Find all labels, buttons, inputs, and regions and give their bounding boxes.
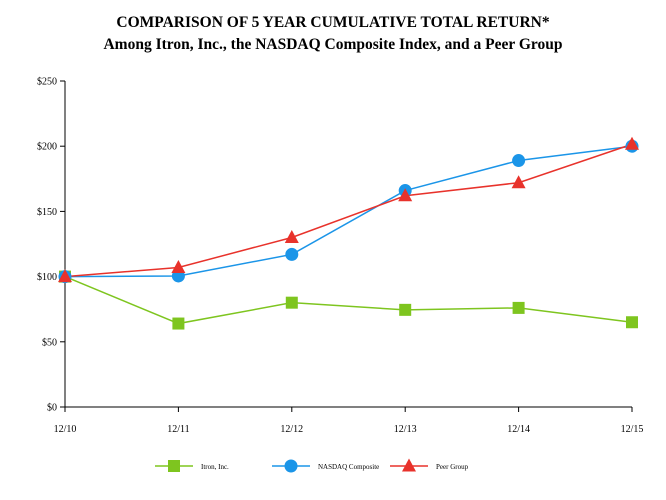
series-line-circle: [64, 145, 633, 278]
legend-triangle-marker: [402, 458, 416, 472]
y-tick-label: $100: [37, 272, 57, 283]
data-point-circle-marker: [285, 247, 299, 261]
series-markers: [58, 136, 639, 330]
y-tick-label: $250: [37, 77, 57, 88]
data-point-circle-marker: [512, 154, 526, 168]
legend-label: Itron, Inc.: [201, 463, 229, 471]
data-point-square-marker: [512, 301, 525, 314]
y-tick-label: $50: [42, 337, 57, 348]
legend-square-marker: [168, 460, 180, 472]
legend-item: Peer Group: [390, 458, 469, 472]
y-tick-label: $150: [37, 207, 57, 218]
y-tick-label: $0: [47, 403, 57, 414]
x-tick-label: 12/12: [280, 424, 303, 435]
data-point-triangle-marker: [171, 259, 186, 273]
data-point-triangle-marker: [398, 188, 413, 202]
series-line-triangle: [64, 143, 633, 278]
legend-circle-marker: [284, 459, 298, 473]
data-point-triangle-marker: [58, 269, 72, 283]
x-tick-label: 12/15: [621, 424, 644, 435]
legend-label: NASDAQ Composite: [318, 463, 379, 471]
x-tick-label: 12/14: [507, 424, 530, 435]
legend: Itron, Inc. NASDAQ Composite Peer Group: [155, 458, 469, 473]
chart-subtitle: Among Itron, Inc., the NASDAQ Composite …: [103, 36, 563, 53]
data-point-square-marker: [399, 303, 412, 316]
x-tick-label: 12/11: [167, 424, 189, 435]
x-tick-label: 12/13: [394, 424, 417, 435]
axes: $0 $50 $100 $150 $200 $250 12/10 12/11 12/12 12/1…: [37, 77, 643, 436]
series-line-square: [64, 275, 633, 325]
data-point-square-marker: [626, 316, 638, 329]
legend-item: Itron, Inc.: [155, 460, 229, 472]
data-point-triangle-marker: [625, 136, 639, 150]
legend-item: NASDAQ Composite: [272, 459, 379, 473]
x-tick-label: 12/10: [54, 424, 77, 435]
chart-title: COMPARISON OF 5 YEAR CUMULATIVE TOTAL RE…: [116, 14, 550, 31]
data-point-square-marker: [172, 317, 185, 330]
data-point-square-marker: [285, 296, 298, 309]
series-lines: [64, 143, 633, 325]
data-point-triangle-marker: [511, 175, 526, 189]
y-tick-label: $200: [37, 142, 57, 153]
legend-label: Peer Group: [436, 463, 469, 471]
data-point-triangle-marker: [284, 229, 299, 243]
